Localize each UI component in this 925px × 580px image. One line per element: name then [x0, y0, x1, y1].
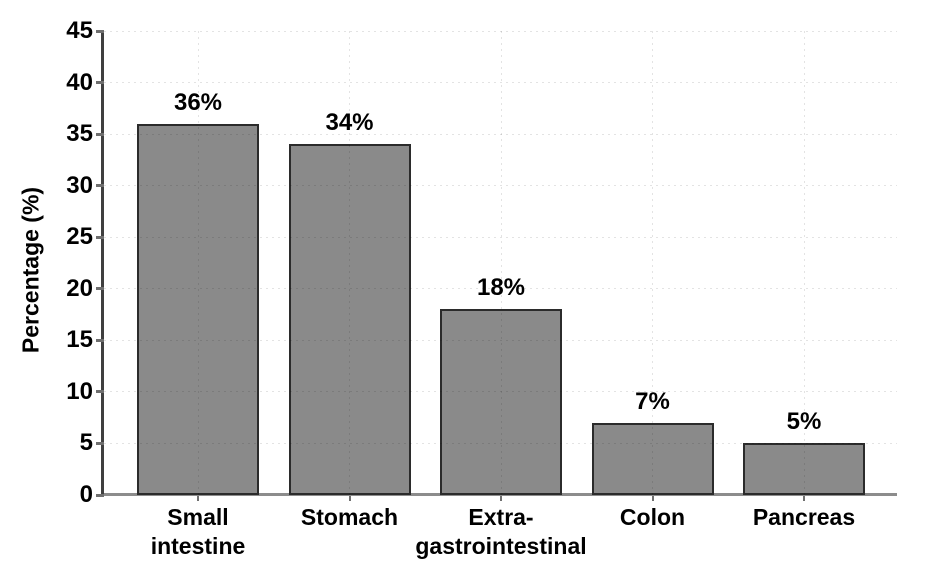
x-tick-mark-small-intestine: [197, 496, 199, 501]
y-tick-label-10: 10: [66, 377, 93, 405]
x-tick-mark-pancreas: [803, 496, 805, 501]
y-tick-mark-40: [96, 81, 104, 85]
bar-colon: [591, 422, 714, 495]
value-label-pancreas: 5%: [786, 408, 822, 436]
category-label-colon: Colon: [619, 504, 686, 530]
y-tick-label-20: 20: [66, 274, 93, 302]
gridline-horizontal-45: [104, 30, 897, 32]
y-axis-line: [101, 31, 104, 496]
y-tick-mark-0: [96, 493, 104, 497]
y-tick-mark-35: [96, 132, 104, 136]
gridline-horizontal-40: [104, 82, 897, 84]
y-tick-label-15: 15: [66, 326, 93, 354]
bar-stomach: [288, 144, 411, 495]
bar-extra-gastrointestinal: [440, 309, 562, 495]
y-tick-mark-10: [96, 390, 104, 394]
y-tick-mark-30: [96, 184, 104, 188]
x-tick-mark-stomach: [348, 496, 351, 501]
category-label-small-intestine: Small intestine: [150, 504, 246, 559]
bar-pancreas: [743, 443, 865, 495]
x-tick-mark-colon: [651, 496, 654, 501]
x-tick-mark-extra-gastrointestinal: [500, 496, 502, 501]
y-tick-mark-25: [96, 235, 104, 239]
value-label-extra-gastrointestinal: 18%: [476, 274, 526, 302]
y-tick-label-35: 35: [66, 120, 93, 148]
y-tick-mark-20: [96, 287, 104, 291]
category-label-pancreas: Pancreas: [752, 504, 856, 530]
y-tick-label-5: 5: [79, 429, 93, 457]
y-tick-label-30: 30: [66, 171, 93, 199]
value-label-small-intestine: 36%: [173, 88, 223, 116]
y-tick-mark-5: [96, 441, 104, 445]
category-label-extra-gastrointestinal: Extra- gastrointestinal: [415, 504, 587, 559]
y-tick-mark-45: [96, 29, 104, 33]
bar-small-intestine: [137, 123, 259, 495]
y-tick-label-45: 45: [66, 17, 93, 44]
category-label-stomach: Stomach: [300, 504, 399, 530]
y-tick-label-40: 40: [66, 68, 93, 96]
y-tick-label-25: 25: [66, 223, 93, 251]
value-label-stomach: 34%: [325, 109, 374, 137]
value-label-colon: 7%: [635, 387, 670, 415]
y-tick-mark-15: [96, 338, 104, 342]
y-tick-label-0: 0: [79, 481, 93, 508]
